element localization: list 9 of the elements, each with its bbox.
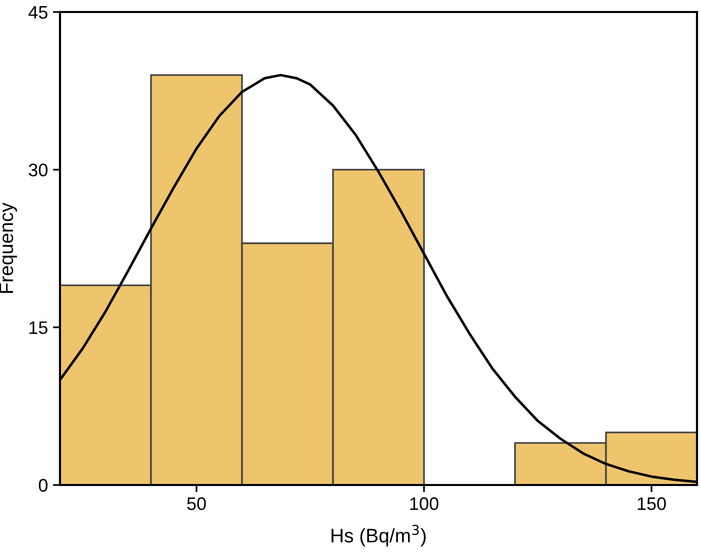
y-axis-title: Frequency bbox=[0, 202, 17, 293]
x-tick-label: 100 bbox=[410, 497, 438, 510]
y-tick-label: 45 bbox=[28, 6, 48, 19]
x-tick-label: 50 bbox=[187, 497, 206, 510]
x-tick-label: 150 bbox=[638, 497, 666, 510]
y-tick-label: 0 bbox=[38, 478, 48, 492]
y-tick-label: 30 bbox=[28, 164, 48, 176]
x-axis-title: Hs (Bq/m$^{3}$) bbox=[332, 524, 426, 546]
y-tick-label: 15 bbox=[29, 321, 48, 334]
